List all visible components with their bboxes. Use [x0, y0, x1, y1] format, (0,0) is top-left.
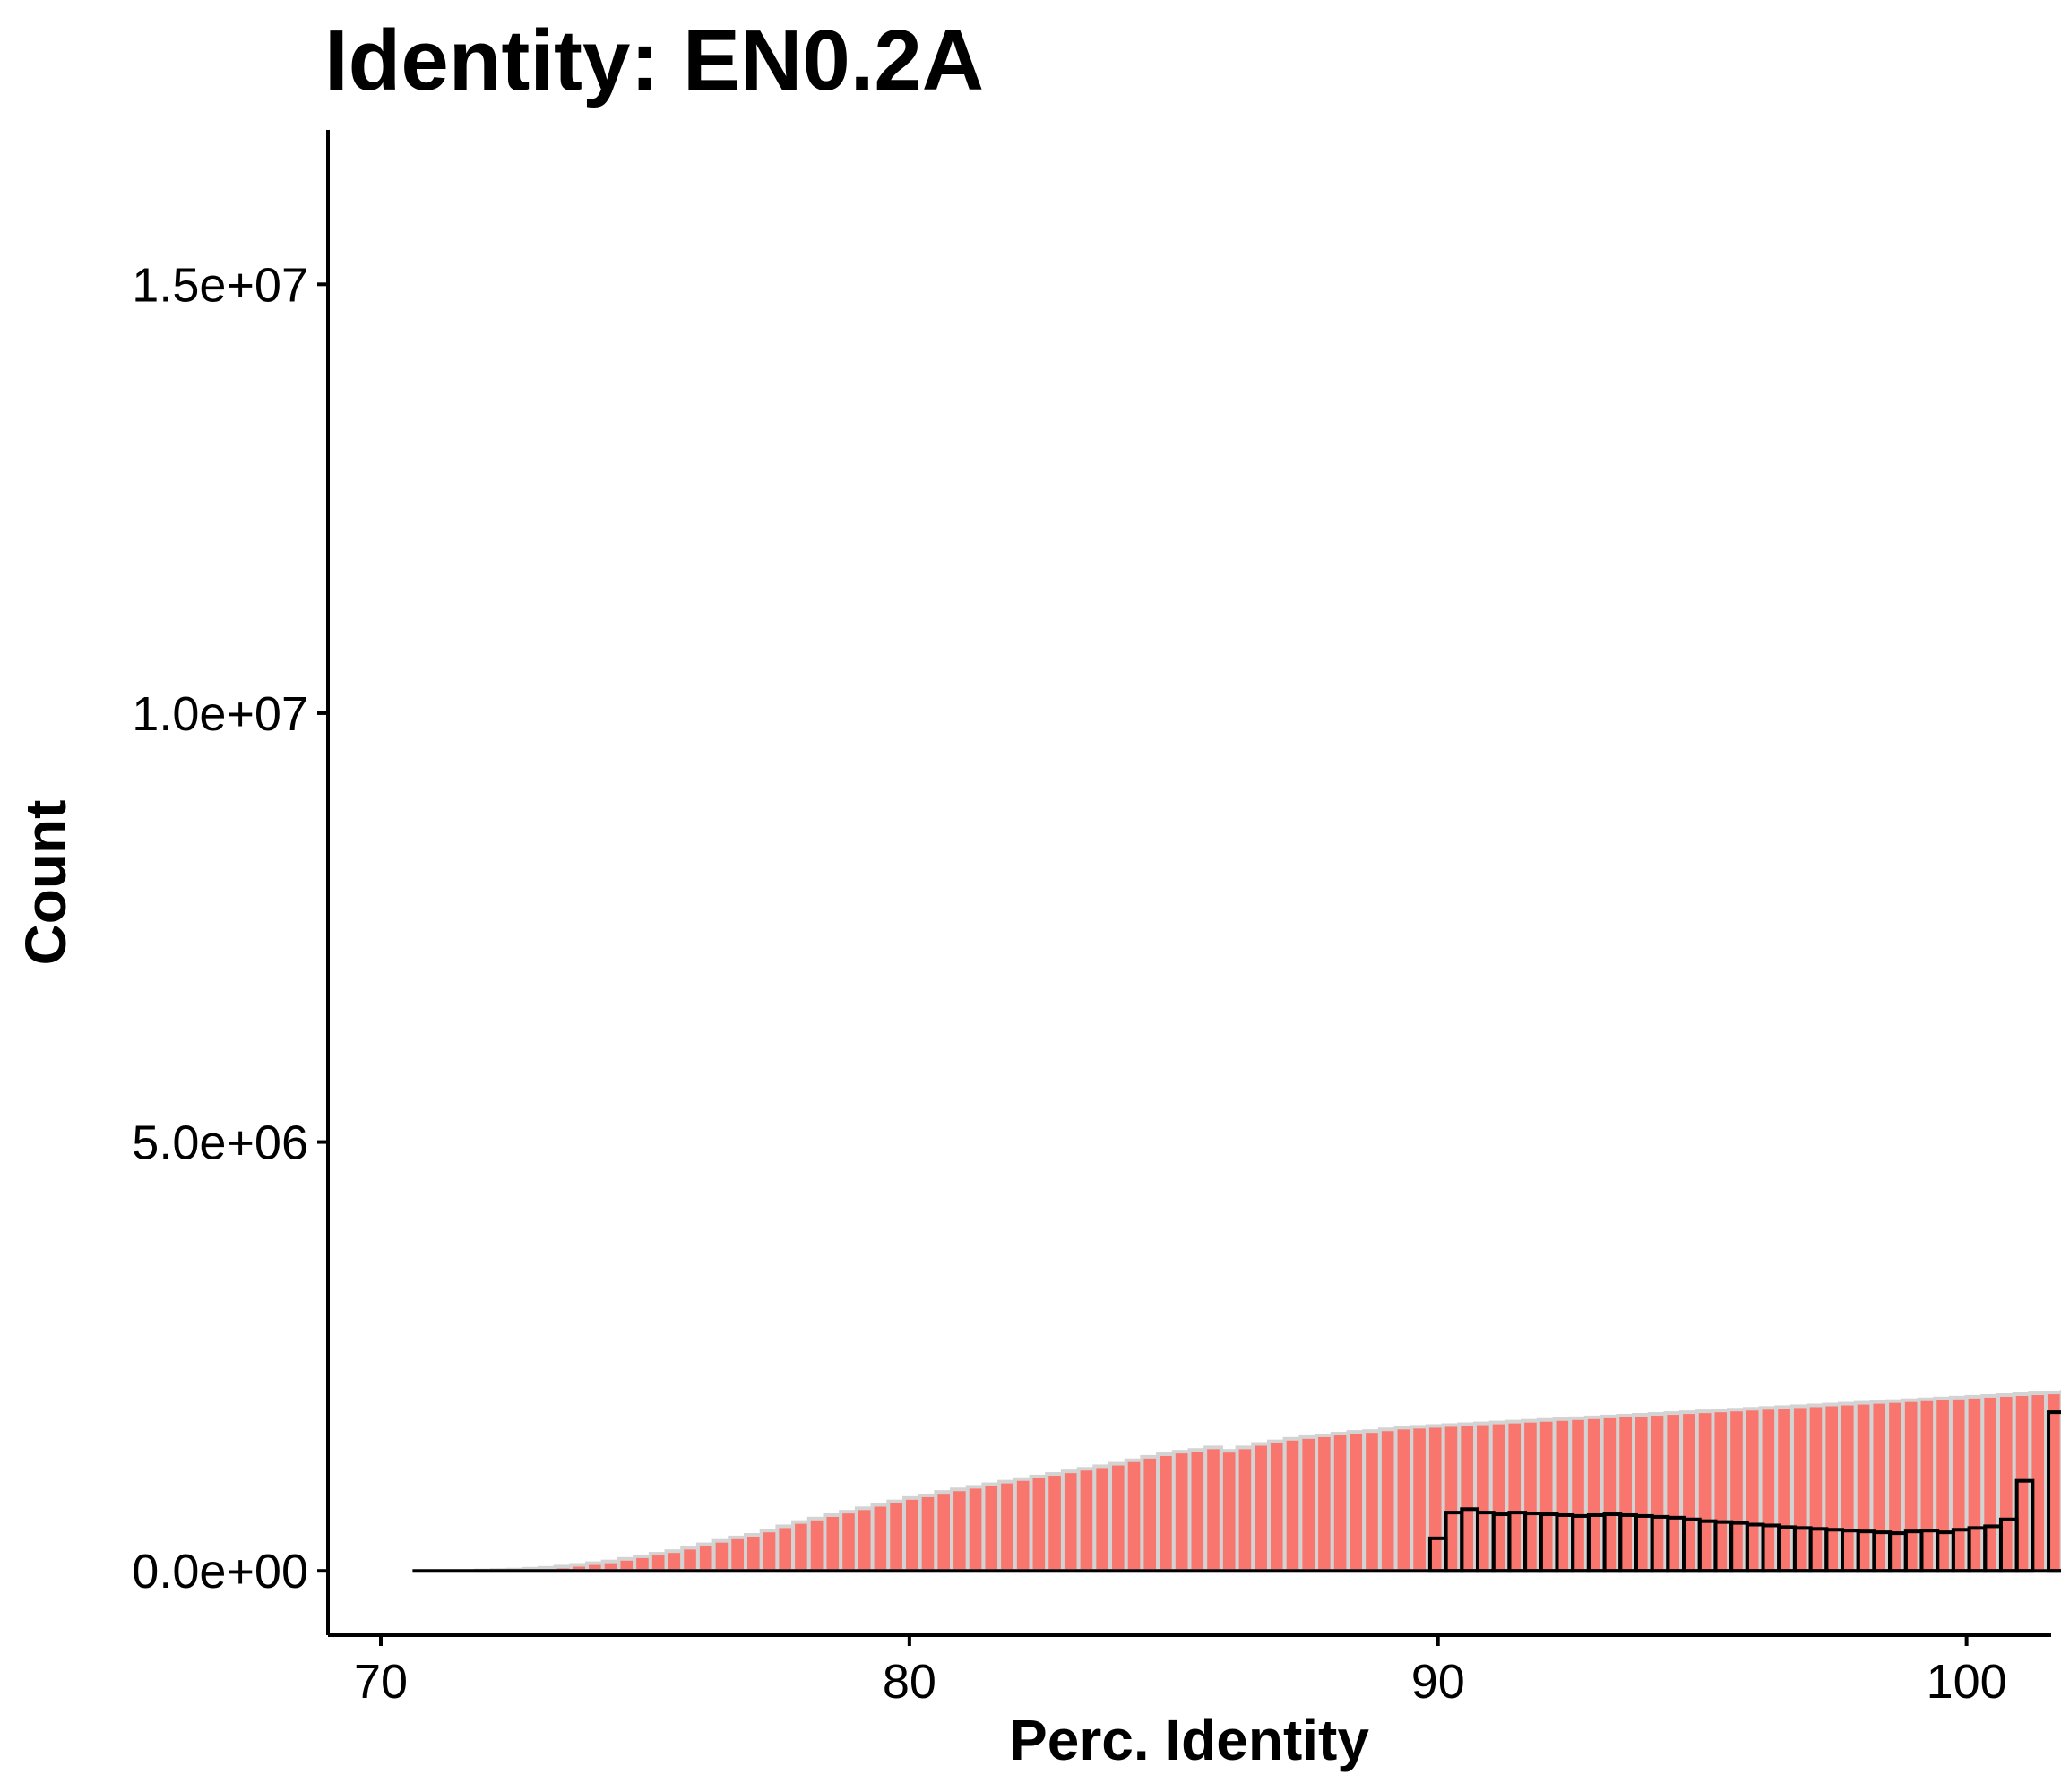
- bar: [633, 1554, 652, 1573]
- bar: [1203, 1445, 1223, 1573]
- bar: [1124, 1458, 1144, 1573]
- x-tick-label: 90: [1411, 1655, 1465, 1709]
- bar: [1171, 1450, 1192, 1573]
- bar: [1282, 1436, 1303, 1573]
- bar: [965, 1485, 986, 1573]
- filled-series: [412, 1390, 2061, 1573]
- y-tick-label: 0.0e+00: [132, 1545, 308, 1598]
- bar: [1330, 1432, 1350, 1573]
- outline-series: [1427, 1410, 2061, 1573]
- x-tick-label: 80: [883, 1655, 936, 1709]
- y-tick-label: 1.5e+07: [132, 258, 308, 312]
- bar: [806, 1516, 827, 1573]
- bar: [759, 1529, 780, 1573]
- bar: [839, 1510, 858, 1573]
- bar: [1060, 1469, 1081, 1573]
- bar: [1029, 1474, 1049, 1573]
- bar: [711, 1538, 732, 1573]
- bar: [728, 1535, 748, 1573]
- x-tick-label: 100: [1927, 1655, 2007, 1709]
- bar: [981, 1482, 1002, 1573]
- bar: [1346, 1430, 1367, 1573]
- bar: [648, 1552, 668, 1573]
- bar: [617, 1556, 637, 1573]
- bar: [791, 1520, 811, 1573]
- bar: [1393, 1426, 1414, 1573]
- bar: [1013, 1477, 1033, 1573]
- bar: [1362, 1429, 1382, 1573]
- outline-bar: [2014, 1478, 2035, 1573]
- bar: [1251, 1442, 1271, 1573]
- bar: [664, 1549, 685, 1573]
- bar: [775, 1524, 796, 1573]
- bar: [680, 1546, 700, 1573]
- bar: [1108, 1461, 1128, 1573]
- x-tick-label: 70: [354, 1655, 408, 1709]
- bar: [854, 1506, 875, 1573]
- bar: [823, 1512, 843, 1573]
- x-axis-title: Perc. Identity: [1009, 1708, 1369, 1772]
- bar: [1377, 1427, 1398, 1573]
- y-tick-label: 5.0e+06: [132, 1116, 308, 1170]
- bar: [870, 1503, 891, 1573]
- bar: [1410, 1425, 1429, 1573]
- bar: [1266, 1439, 1287, 1573]
- bar: [1298, 1434, 1319, 1573]
- y-axis-title: Count: [13, 800, 78, 966]
- bar: [997, 1479, 1017, 1573]
- bar: [1076, 1467, 1097, 1573]
- bar: [886, 1499, 906, 1573]
- bar: [1140, 1454, 1160, 1573]
- bar: [1235, 1445, 1255, 1573]
- y-axis-ticks: 0.0e+00 5.0e+06 1.0e+07 1.5e+07: [132, 258, 328, 1598]
- chart-title: Identity: EN0.2A: [324, 13, 984, 108]
- bar: [1219, 1449, 1239, 1573]
- bar: [1092, 1464, 1113, 1573]
- bar: [1045, 1472, 1065, 1573]
- x-axis-ticks: 70 80 90 100: [354, 1635, 2007, 1709]
- y-tick-label: 1.0e+07: [132, 687, 308, 741]
- bar: [1315, 1433, 1334, 1573]
- bar: [1156, 1452, 1176, 1573]
- outline-bar: [2047, 1410, 2061, 1573]
- bar: [918, 1493, 938, 1573]
- bar: [744, 1533, 763, 1573]
- bar: [695, 1542, 716, 1573]
- bar: [934, 1490, 954, 1573]
- bar: [950, 1487, 970, 1573]
- bar: [901, 1495, 922, 1573]
- bar: [1187, 1448, 1208, 1573]
